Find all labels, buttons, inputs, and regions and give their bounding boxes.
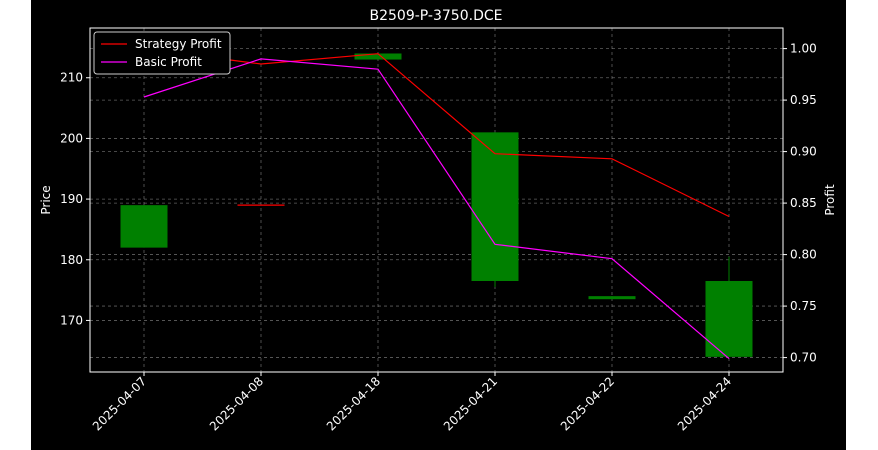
candle-body (705, 280, 753, 357)
y-tick-label: 190 (60, 192, 83, 206)
candle-body (471, 132, 519, 281)
legend: Strategy Profit Basic Profit (93, 31, 231, 75)
plot-background (90, 28, 783, 372)
y-tick-label: 210 (60, 71, 83, 85)
y-tick-label: 170 (60, 313, 83, 327)
profit-line-strategy-profit (143, 48, 730, 218)
y2-tick-label: 0.80 (790, 248, 817, 262)
candle-body (588, 296, 636, 300)
x-tick-label: 2025-04-07 (90, 374, 149, 433)
plot-frame (89, 27, 784, 373)
y2-tick-label: 1.00 (790, 42, 817, 56)
x-tick-label: 2025-04-24 (675, 374, 734, 433)
x-tick-label: 2025-04-21 (441, 374, 500, 433)
y-tick-label: 200 (60, 131, 83, 145)
chart-svg: 2025-04-07 2025-04-08 2025-04-18 2025-04-21… (39, 8, 837, 433)
legend-label-strategy-profit: Strategy Profit (135, 37, 222, 51)
y2-axis-label: Profit (823, 184, 837, 216)
y2-tick-label: 0.70 (790, 351, 817, 365)
y2-tick-label: 0.75 (790, 299, 817, 313)
y-tick-label: 180 (60, 253, 83, 267)
y2-tick-label: 0.90 (790, 145, 817, 159)
y2-tick-label: 0.85 (790, 196, 817, 210)
x-tick-label: 2025-04-22 (558, 374, 617, 433)
candle-body (354, 53, 402, 60)
legend-box (93, 31, 231, 75)
grid-lines (90, 28, 783, 372)
y-axis-label: Price (39, 185, 53, 214)
chart-title: B2509-P-3750.DCE (370, 8, 503, 24)
y2-tick-label: 0.95 (790, 93, 817, 107)
x-tick-label: 2025-04-08 (207, 374, 266, 433)
profit-line-basic-profit (143, 58, 730, 360)
y-axis-right: 0.70 0.75 0.80 0.85 0.90 0.95 1.00 (783, 42, 817, 365)
profit-lines (143, 48, 730, 360)
x-tick-label: 2025-04-18 (324, 374, 383, 433)
y-axis-left: 170 180 190 200 210 (60, 71, 90, 327)
candle-body (120, 205, 168, 248)
candles (120, 53, 753, 357)
x-axis: 2025-04-07 2025-04-08 2025-04-18 2025-04-21… (90, 372, 734, 433)
chart-figure: 2025-04-07 2025-04-08 2025-04-18 2025-04-21… (31, 0, 846, 450)
legend-label-basic-profit: Basic Profit (135, 55, 202, 69)
